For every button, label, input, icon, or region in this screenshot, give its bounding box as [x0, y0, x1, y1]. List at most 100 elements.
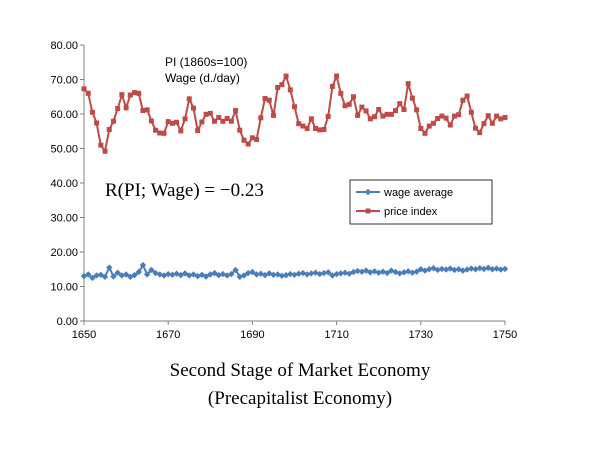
- data-point-wage-average: [451, 266, 458, 274]
- data-point-price-index: [342, 103, 348, 109]
- data-point-price-index: [422, 130, 428, 136]
- data-point-price-index: [224, 115, 230, 121]
- data-point-price-index: [418, 125, 424, 131]
- annotation-pi: PI (1860s=100): [165, 55, 247, 69]
- data-point-price-index: [279, 82, 285, 88]
- x-axis: 1650 1670 1690 1710 1730 1750: [72, 320, 517, 341]
- data-point-price-index: [308, 116, 314, 122]
- data-point-price-index: [494, 113, 500, 119]
- data-point-price-index: [106, 127, 112, 133]
- legend-swatch-marker: [364, 188, 372, 196]
- data-point-price-index: [136, 90, 142, 96]
- data-point-wage-average: [476, 265, 483, 272]
- data-point-price-index: [165, 119, 171, 125]
- data-point-wage-average: [249, 268, 256, 276]
- data-point-price-index: [195, 128, 201, 134]
- x-tick-label: 1690: [240, 329, 264, 341]
- data-point-price-index: [481, 121, 487, 127]
- data-point-wage-average: [413, 268, 420, 275]
- data-point-price-index: [190, 105, 196, 111]
- data-point-wage-average: [165, 270, 172, 278]
- data-point-price-index: [207, 110, 213, 116]
- x-tick-label: 1650: [72, 329, 96, 341]
- y-tick-label: 0.00: [57, 316, 78, 328]
- data-point-wage-average: [139, 261, 147, 269]
- data-point-price-index: [148, 118, 154, 124]
- data-point-wage-average: [333, 270, 340, 278]
- data-point-price-index: [270, 112, 276, 118]
- data-point-price-index: [363, 108, 369, 114]
- y-axis: 0.00 10.00 20.00 30.00 40.00 50.00 60.00 70.00 8…: [50, 40, 85, 328]
- data-point-price-index: [464, 93, 470, 99]
- data-point-price-index: [405, 81, 411, 87]
- data-point-price-index: [451, 113, 457, 119]
- data-point-price-index: [110, 118, 116, 124]
- data-point-price-index: [350, 94, 356, 100]
- data-point-price-index: [485, 113, 491, 119]
- data-point-wage-average: [253, 271, 260, 278]
- y-tick-label: 30.00: [50, 213, 78, 225]
- data-point-price-index: [296, 121, 302, 127]
- data-point-price-index: [262, 95, 268, 101]
- data-point-price-index: [317, 127, 323, 133]
- data-point-price-index: [292, 104, 297, 110]
- data-point-price-index: [266, 97, 272, 103]
- data-point-price-index: [338, 90, 344, 96]
- data-point-price-index: [237, 127, 243, 133]
- caption-title: Second Stage of Market Economy: [169, 360, 431, 381]
- data-point-price-index: [186, 96, 192, 102]
- y-tick-label: 80.00: [50, 40, 78, 52]
- data-point-wage-average: [148, 266, 155, 274]
- data-point-wage-average: [110, 273, 117, 280]
- series-price-index: [81, 72, 508, 154]
- data-point-wage-average: [228, 270, 235, 278]
- data-point-wage-average: [244, 269, 252, 277]
- data-point-price-index: [153, 127, 159, 133]
- caption-subtitle: (Precapitalist Economy): [207, 388, 393, 409]
- data-point-price-index: [212, 118, 218, 124]
- data-point-wage-average: [122, 271, 130, 278]
- data-point-price-index: [182, 116, 188, 122]
- data-point-price-index: [98, 142, 104, 148]
- data-point-price-index: [498, 116, 504, 122]
- data-point-wage-average: [156, 271, 163, 278]
- data-point-price-index: [460, 97, 466, 103]
- data-point-wage-average: [287, 270, 294, 278]
- data-point-price-index: [393, 108, 399, 114]
- data-point-price-index: [102, 148, 108, 154]
- data-point-price-index: [85, 90, 91, 96]
- legend-item-wage-average: wage average: [356, 187, 453, 199]
- data-point-price-index: [123, 105, 129, 111]
- series-layer: [80, 72, 509, 282]
- data-point-price-index: [94, 120, 100, 126]
- data-point-price-index: [367, 116, 373, 122]
- data-point-wage-average: [308, 270, 315, 277]
- legend-box: [349, 179, 493, 225]
- data-point-wage-average: [131, 271, 138, 279]
- annotation-wage: Wage (d./day): [165, 71, 240, 85]
- data-point-price-index: [127, 92, 133, 98]
- data-point-wage-average: [106, 264, 113, 271]
- x-tick-label: 1730: [409, 329, 433, 341]
- data-point-wage-average: [240, 272, 248, 279]
- data-point-wage-average: [497, 266, 504, 273]
- legend: wage average price index: [349, 179, 493, 225]
- data-point-wage-average: [93, 272, 100, 279]
- data-point-price-index: [473, 125, 479, 131]
- y-tick-label: 50.00: [50, 144, 78, 156]
- data-point-price-index: [258, 115, 264, 121]
- data-point-wage-average: [85, 271, 92, 278]
- legend-item-price-index: price index: [356, 206, 438, 218]
- data-point-price-index: [380, 113, 386, 119]
- x-tick-label: 1670: [156, 329, 180, 341]
- data-point-wage-average: [438, 265, 446, 273]
- data-point-price-index: [397, 101, 403, 107]
- data-point-price-index: [203, 111, 209, 117]
- data-point-wage-average: [89, 274, 96, 282]
- data-point-wage-average: [232, 266, 239, 274]
- data-point-wage-average: [337, 270, 345, 277]
- legend-label: wage average: [383, 187, 453, 199]
- data-point-wage-average: [489, 266, 496, 273]
- data-point-price-index: [245, 141, 251, 147]
- data-point-price-index: [447, 122, 453, 128]
